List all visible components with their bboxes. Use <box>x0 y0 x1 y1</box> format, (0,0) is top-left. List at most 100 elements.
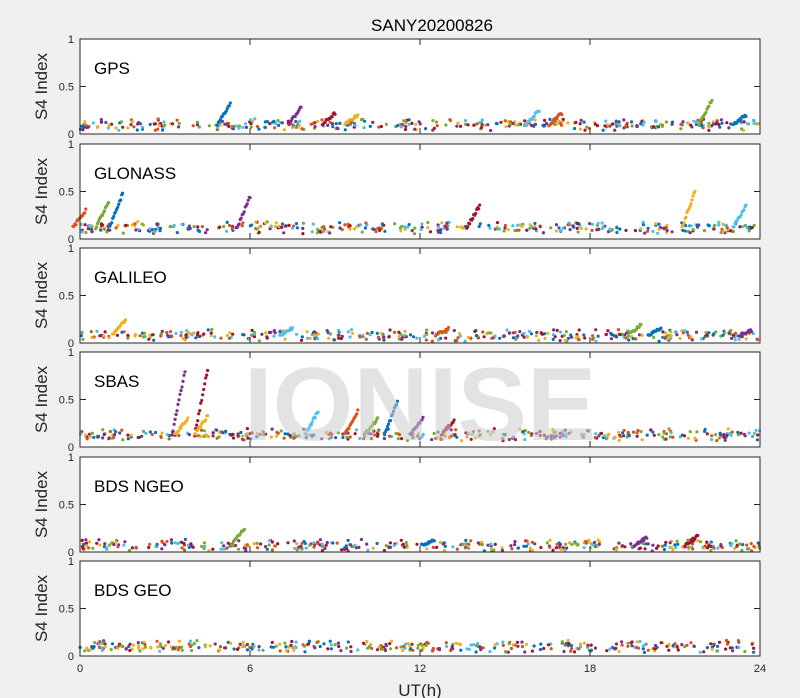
data-point <box>637 333 642 337</box>
data-point <box>200 428 204 432</box>
data-point <box>507 642 511 646</box>
event-point <box>176 402 180 406</box>
data-point <box>530 225 534 229</box>
event-point <box>642 538 646 543</box>
data-point <box>698 650 702 655</box>
event-point <box>690 539 694 544</box>
data-point <box>731 333 736 337</box>
data-point <box>641 223 646 227</box>
data-point <box>153 430 158 435</box>
data-point <box>103 330 107 334</box>
data-point <box>282 436 286 440</box>
data-point <box>361 333 365 337</box>
data-point <box>480 543 484 547</box>
data-point <box>156 117 160 121</box>
data-point <box>422 334 426 338</box>
data-point <box>303 541 307 546</box>
data-point <box>501 437 505 441</box>
data-point <box>520 640 524 644</box>
data-point <box>148 335 152 339</box>
event-point <box>177 398 181 402</box>
data-point <box>752 650 756 654</box>
data-point <box>528 546 532 550</box>
data-point <box>348 122 353 126</box>
data-point <box>192 642 196 646</box>
data-point <box>91 121 95 125</box>
data-point <box>657 227 661 231</box>
data-point <box>728 646 733 650</box>
data-point <box>586 643 590 647</box>
data-point <box>501 643 505 648</box>
data-point <box>587 538 591 542</box>
data-point <box>263 120 267 124</box>
data-point <box>294 434 298 438</box>
data-point <box>269 435 273 439</box>
data-point <box>186 543 191 548</box>
data-point <box>137 646 141 650</box>
data-point <box>657 339 661 343</box>
data-point <box>129 123 133 127</box>
data-point <box>451 545 455 549</box>
data-point <box>116 545 120 549</box>
data-point <box>337 644 341 649</box>
data-point <box>140 434 144 438</box>
data-point <box>364 337 368 341</box>
data-point <box>477 429 481 433</box>
data-point <box>131 643 136 647</box>
data-point <box>579 645 583 649</box>
data-points <box>78 638 756 655</box>
data-point <box>388 545 393 549</box>
data-point <box>408 643 412 648</box>
data-point <box>207 435 211 439</box>
data-point <box>223 646 227 650</box>
data-point <box>316 332 320 336</box>
data-points <box>80 527 762 553</box>
data-point <box>443 434 447 438</box>
data-point <box>639 227 643 231</box>
data-point <box>134 546 138 550</box>
data-point <box>603 434 607 438</box>
data-point <box>594 328 598 332</box>
data-point <box>184 333 188 337</box>
data-point <box>445 227 449 231</box>
data-point <box>335 541 339 545</box>
data-point <box>742 432 747 437</box>
data-point <box>100 646 104 650</box>
data-point <box>126 437 130 441</box>
data-point <box>419 227 423 232</box>
data-point <box>169 538 173 542</box>
data-point <box>172 223 176 227</box>
data-point <box>583 128 587 132</box>
data-point <box>415 336 419 340</box>
data-point <box>388 328 392 332</box>
data-point <box>532 123 536 127</box>
data-point <box>544 121 549 126</box>
data-point <box>436 430 440 434</box>
data-point <box>170 122 175 126</box>
data-point <box>135 128 139 132</box>
data-point <box>187 642 191 646</box>
event-point <box>323 120 327 124</box>
event-point <box>202 387 206 392</box>
data-point <box>365 639 369 644</box>
event-point <box>199 424 203 429</box>
data-point <box>173 541 177 545</box>
event-point <box>696 533 700 538</box>
data-point <box>657 433 661 437</box>
data-point <box>313 646 317 650</box>
data-point <box>120 330 124 334</box>
y-tick-label: 0.5 <box>59 187 74 199</box>
data-point <box>437 646 441 651</box>
data-point <box>449 428 453 432</box>
data-point <box>315 119 320 124</box>
data-point <box>211 431 215 435</box>
data-point <box>315 640 319 645</box>
data-point <box>745 543 749 547</box>
data-point <box>549 647 553 651</box>
event-point <box>84 207 88 211</box>
data-point <box>257 339 261 343</box>
data-point <box>99 120 104 124</box>
data-point <box>283 337 287 341</box>
data-point <box>163 543 167 547</box>
data-point <box>261 648 265 652</box>
